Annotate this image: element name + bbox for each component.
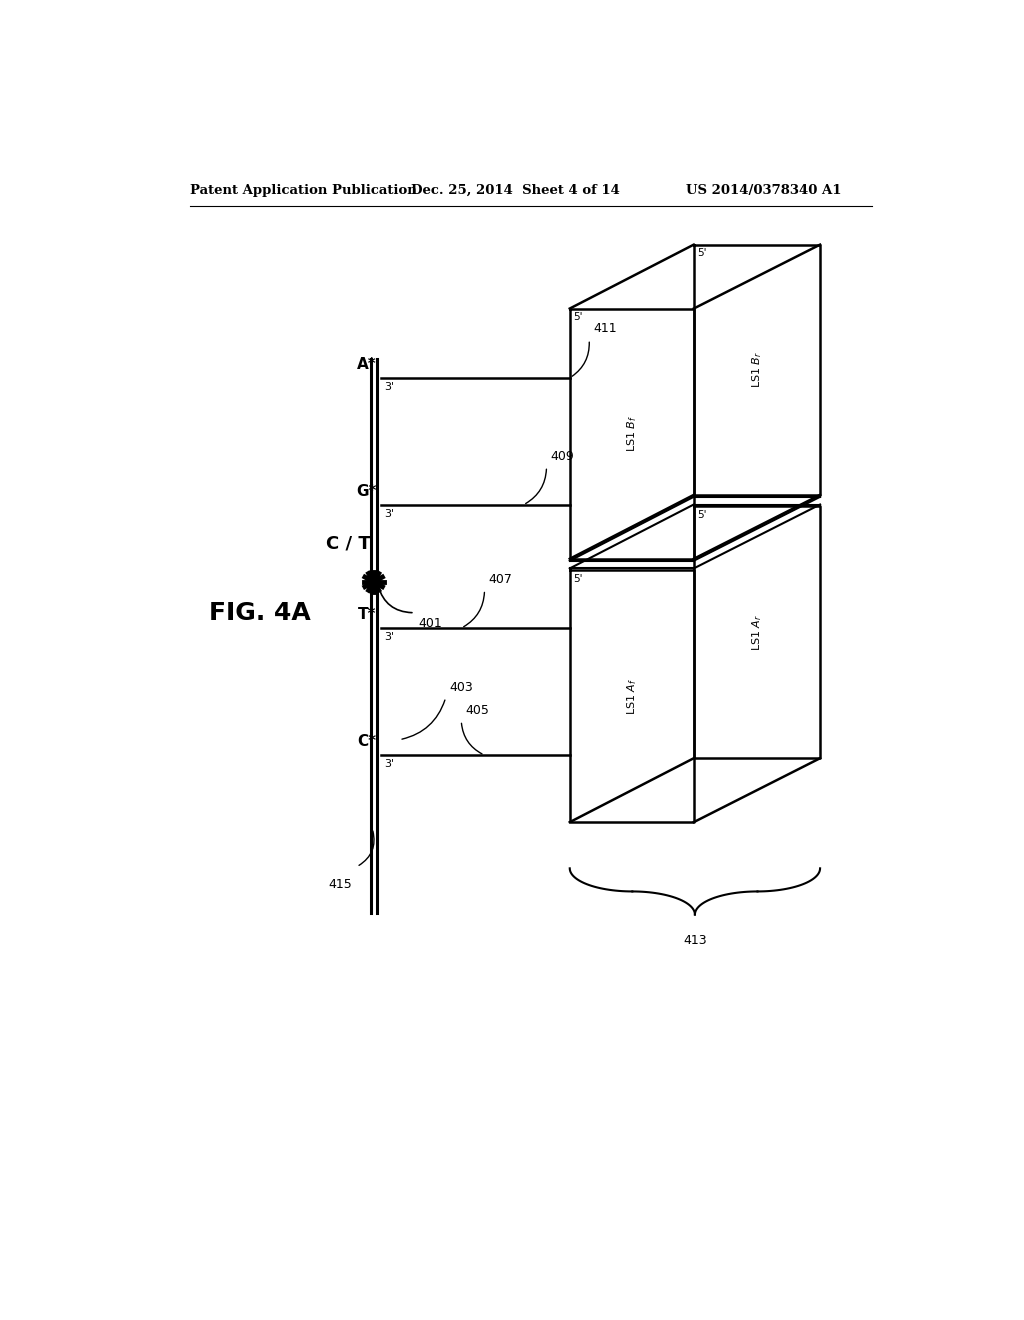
Text: FIG. 4A: FIG. 4A <box>209 601 311 624</box>
Text: LS1 $A_f$: LS1 $A_f$ <box>625 677 639 715</box>
Text: 409: 409 <box>550 450 574 462</box>
Text: 3': 3' <box>385 508 394 519</box>
Text: LS1 $B_f$: LS1 $B_f$ <box>625 414 639 453</box>
Text: C / T: C / T <box>327 535 372 552</box>
Text: 5': 5' <box>573 313 583 322</box>
Text: 5': 5' <box>573 574 583 585</box>
Text: A*: A* <box>357 356 377 372</box>
Text: 3': 3' <box>385 759 394 770</box>
Text: 401: 401 <box>419 616 442 630</box>
Text: LS1 $B_r$: LS1 $B_r$ <box>750 351 764 388</box>
Text: 5': 5' <box>697 511 708 520</box>
Text: 415: 415 <box>328 878 351 891</box>
Text: 407: 407 <box>488 573 512 586</box>
Text: T*: T* <box>358 607 377 622</box>
Text: 413: 413 <box>683 933 707 946</box>
Text: 3': 3' <box>385 381 394 392</box>
Text: G*: G* <box>356 483 377 499</box>
Text: US 2014/0378340 A1: US 2014/0378340 A1 <box>686 183 842 197</box>
Text: 403: 403 <box>450 681 473 693</box>
Text: 3': 3' <box>385 632 394 642</box>
Text: 5': 5' <box>697 248 708 259</box>
Text: 405: 405 <box>465 704 489 717</box>
Text: C*: C* <box>357 734 377 748</box>
Text: Dec. 25, 2014  Sheet 4 of 14: Dec. 25, 2014 Sheet 4 of 14 <box>411 183 620 197</box>
Text: Patent Application Publication: Patent Application Publication <box>190 183 417 197</box>
Text: 411: 411 <box>593 322 616 335</box>
Text: LS1 $A_r$: LS1 $A_r$ <box>750 614 764 651</box>
